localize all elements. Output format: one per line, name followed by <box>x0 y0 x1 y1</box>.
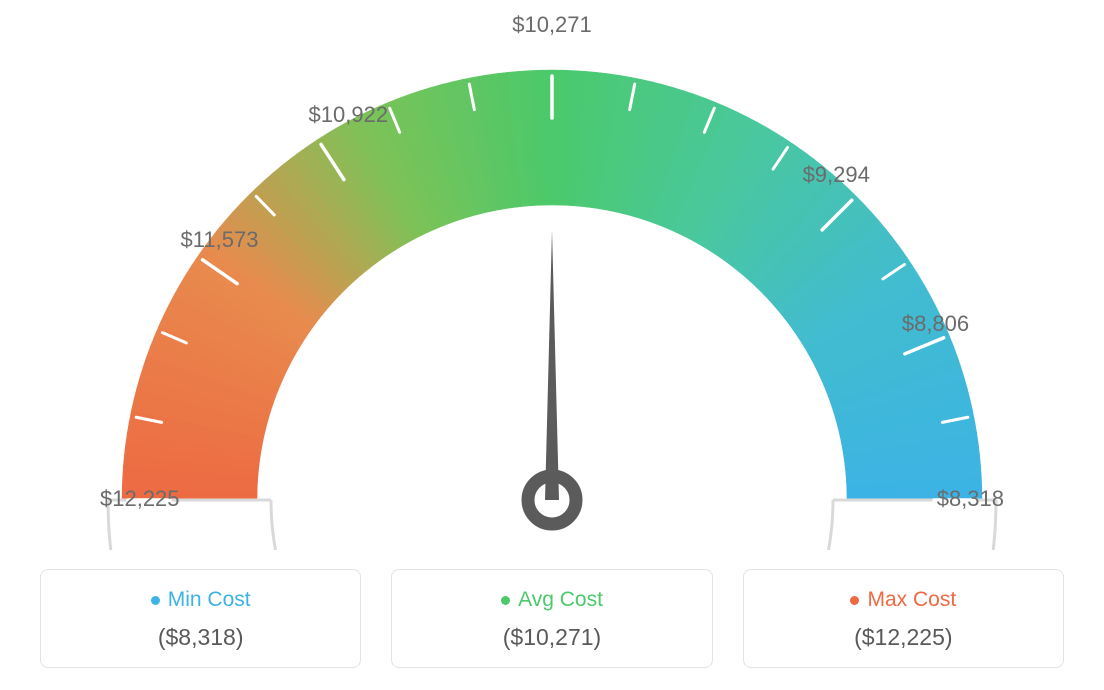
gauge-tick-label: $12,225 <box>100 486 180 512</box>
min-cost-card: Min Cost ($8,318) <box>40 569 361 668</box>
max-cost-value: ($12,225) <box>754 624 1053 651</box>
dot-icon <box>151 596 160 605</box>
avg-cost-value: ($10,271) <box>402 624 701 651</box>
dot-icon <box>501 596 510 605</box>
gauge-svg <box>42 30 1062 550</box>
gauge-tick-label: $8,806 <box>902 311 969 337</box>
avg-cost-label: Avg Cost <box>518 588 603 612</box>
max-cost-label: Max Cost <box>867 588 956 612</box>
gauge-tick-label: $8,318 <box>937 486 1004 512</box>
max-cost-card: Max Cost ($12,225) <box>743 569 1064 668</box>
avg-cost-title: Avg Cost <box>402 588 701 612</box>
max-cost-title: Max Cost <box>754 588 1053 612</box>
gauge-tick-label: $10,271 <box>512 12 592 38</box>
avg-cost-card: Avg Cost ($10,271) <box>391 569 712 668</box>
gauge-tick-label: $11,573 <box>181 227 259 253</box>
chart-container: $8,318 $8,806 $9,294 $10,271 $10,922 $11,573 $… <box>0 0 1104 690</box>
gauge-needle <box>545 230 559 500</box>
gauge: $8,318 $8,806 $9,294 $10,271 $10,922 $11,573 $… <box>0 0 1104 540</box>
summary-cards: Min Cost ($8,318) Avg Cost ($10,271) Max… <box>0 569 1104 668</box>
min-cost-label: Min Cost <box>168 588 251 612</box>
gauge-tick-label: $9,294 <box>803 162 870 188</box>
dot-icon <box>850 596 859 605</box>
min-cost-value: ($8,318) <box>51 624 350 651</box>
min-cost-title: Min Cost <box>51 588 350 612</box>
gauge-tick-label: $10,922 <box>309 102 389 128</box>
